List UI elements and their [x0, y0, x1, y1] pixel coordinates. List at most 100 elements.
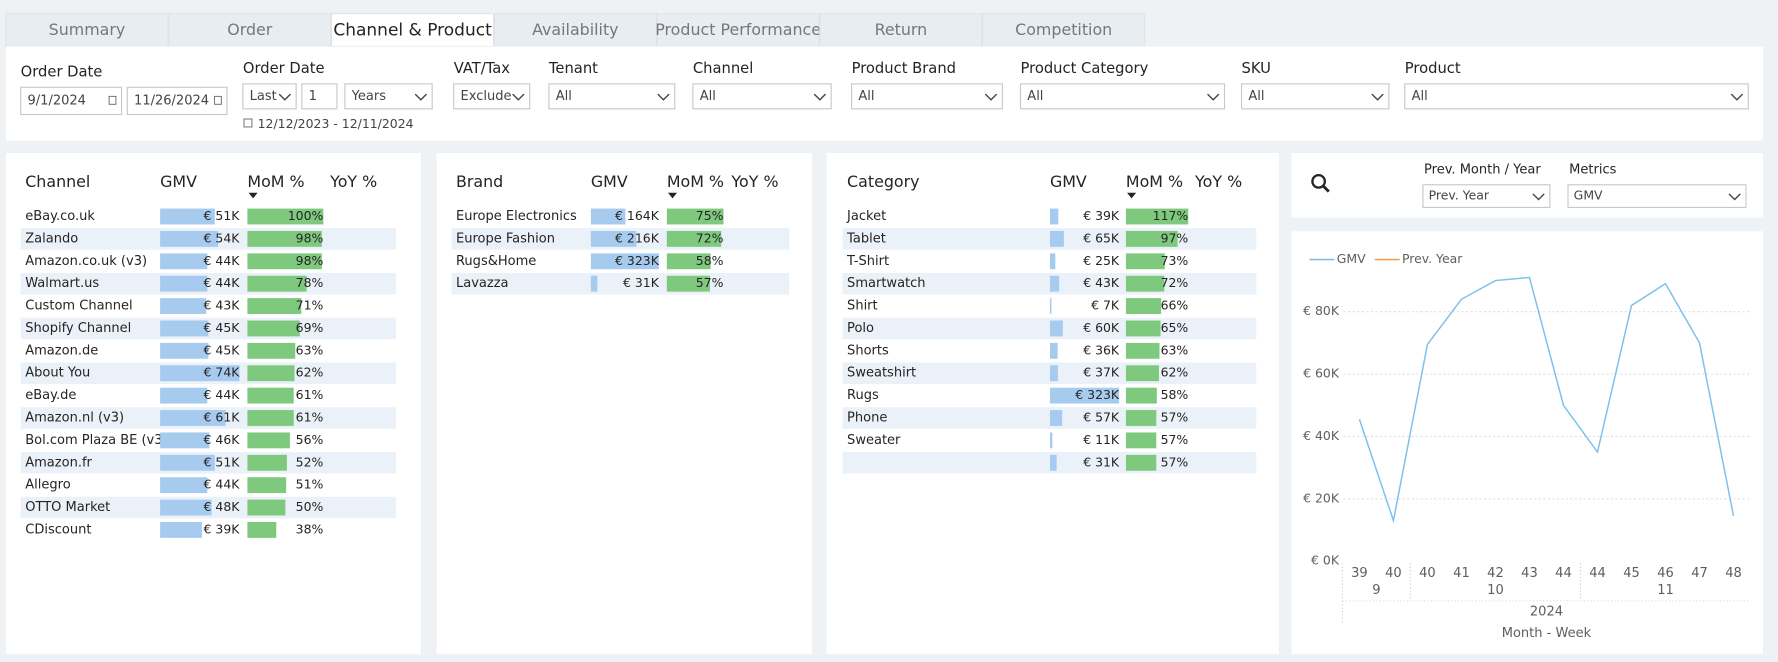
tab[interactable] — [982, 13, 1146, 48]
gmv-label: € 7K — [1091, 298, 1120, 313]
gmv-bar — [160, 253, 208, 270]
tab-label[interactable]: Product Performance — [655, 20, 821, 39]
calendar-icon — [108, 95, 117, 105]
filter-value[interactable]: All — [700, 89, 716, 104]
mom-bar — [247, 454, 287, 471]
table-header: YoY % — [1194, 172, 1242, 191]
month-label: 10 — [1487, 583, 1504, 598]
filter-input[interactable] — [1240, 83, 1390, 110]
mom-label: 98% — [296, 230, 324, 245]
gmv-bar — [1049, 454, 1057, 471]
filter-value[interactable]: Prev. Year — [1429, 188, 1490, 203]
gmv-label: € 48K — [204, 499, 241, 514]
filter-value[interactable]: All — [1412, 89, 1428, 104]
row-name: Rugs&Home — [456, 254, 536, 269]
mom-bar — [1125, 365, 1159, 382]
filter-value[interactable]: All — [1027, 89, 1043, 104]
filter-label: Channel — [693, 60, 753, 77]
calendar-icon — [243, 118, 253, 128]
table-header: Category — [847, 172, 919, 191]
filter-input[interactable] — [1567, 184, 1747, 209]
filter-input[interactable] — [20, 86, 123, 116]
gmv-label: € 44K — [204, 477, 241, 492]
mom-bar — [1125, 320, 1161, 337]
filter-input[interactable] — [301, 83, 338, 110]
row-name: Shorts — [847, 343, 889, 358]
filter-value[interactable]: Last — [250, 89, 277, 104]
row-name: Shirt — [847, 299, 878, 314]
year-label: 2024 — [1530, 605, 1563, 620]
x-tick-label: 43 — [1521, 566, 1538, 581]
gmv-label: € 25K — [1083, 253, 1120, 268]
filter-value[interactable]: GMV — [1574, 188, 1603, 203]
gmv-label: € 51K — [204, 454, 241, 469]
x-tick-label: 40 — [1419, 566, 1436, 581]
gmv-label: € 45K — [204, 320, 241, 335]
table-header: Brand — [456, 172, 503, 191]
filter-value[interactable]: All — [556, 89, 572, 104]
gmv-bar — [1049, 208, 1059, 225]
filter-input[interactable] — [126, 86, 228, 116]
gmv-bar — [1049, 432, 1053, 449]
filter-input[interactable] — [453, 83, 531, 110]
filter-input[interactable] — [1404, 83, 1749, 110]
gmv-label: € 31K — [623, 275, 660, 290]
tab-label[interactable]: Order — [227, 20, 273, 39]
filter-value[interactable]: Years — [351, 89, 387, 104]
row-name: Smartwatch — [847, 276, 926, 291]
filter-value[interactable]: 1 — [309, 89, 317, 104]
filter-label: Prev. Month / Year — [1424, 163, 1541, 178]
filter-value[interactable]: 9/1/2024 — [27, 93, 85, 108]
mom-label: 72% — [696, 230, 724, 245]
filter-input[interactable] — [692, 83, 832, 110]
chevron-icon — [1730, 93, 1744, 101]
tab[interactable] — [5, 13, 169, 48]
mom-label: 57% — [1161, 454, 1189, 469]
chevron-icon — [657, 93, 670, 101]
mom-label: 50% — [296, 499, 324, 514]
filter-input[interactable] — [548, 83, 676, 110]
gmv-label: € 44K — [204, 275, 241, 290]
tab-label[interactable]: Summary — [49, 20, 126, 39]
row-name: CDiscount — [25, 522, 91, 537]
row-stripe — [842, 452, 1257, 474]
filter-value[interactable]: All — [858, 89, 874, 104]
mom-bar — [247, 432, 290, 449]
row-name: Allegro — [25, 478, 70, 493]
chevron-icon — [414, 93, 427, 101]
row-name: Shopify Channel — [25, 321, 131, 336]
table-header: MoM % — [1126, 172, 1183, 191]
gmv-label: € 31K — [1083, 454, 1120, 469]
row-name: Polo — [847, 321, 874, 336]
filter-note: 12/12/2023 - 12/11/2024 — [258, 116, 414, 131]
mom-label: 72% — [1161, 275, 1189, 290]
table-header: GMV — [1050, 172, 1087, 191]
chart-panel — [1291, 231, 1763, 655]
y-tick-label: € 60K — [1303, 366, 1340, 381]
filter-value[interactable]: Exclude — [461, 89, 512, 104]
tab-label[interactable]: Competition — [1015, 20, 1112, 39]
gmv-bar — [160, 230, 219, 247]
row-name: Lavazza — [456, 276, 509, 291]
gmv-bar — [160, 477, 208, 494]
gmv-label: € 74K — [204, 365, 241, 380]
tab-label[interactable]: Return — [875, 20, 928, 39]
filter-label: Metrics — [1569, 163, 1616, 178]
tab-label[interactable]: Channel & Product — [333, 21, 492, 41]
filter-value[interactable]: 11/26/2024 — [134, 93, 209, 108]
filter-label: Product — [1405, 60, 1461, 77]
filter-input[interactable] — [1422, 184, 1551, 209]
gmv-label: € 323K — [1075, 387, 1120, 402]
tab-label[interactable]: Availability — [532, 20, 618, 39]
mom-label: 38% — [296, 521, 324, 536]
mom-label: 69% — [296, 320, 324, 335]
tab[interactable] — [330, 13, 495, 48]
filter-input[interactable] — [851, 83, 1003, 110]
filter-value[interactable]: All — [1248, 89, 1264, 104]
filter-input[interactable] — [1019, 83, 1226, 110]
mom-bar — [1125, 230, 1178, 247]
tab[interactable] — [168, 13, 332, 48]
gmv-bar — [160, 387, 208, 404]
zoom-icon[interactable] — [1311, 174, 1326, 189]
row-name: Rugs — [847, 388, 879, 403]
